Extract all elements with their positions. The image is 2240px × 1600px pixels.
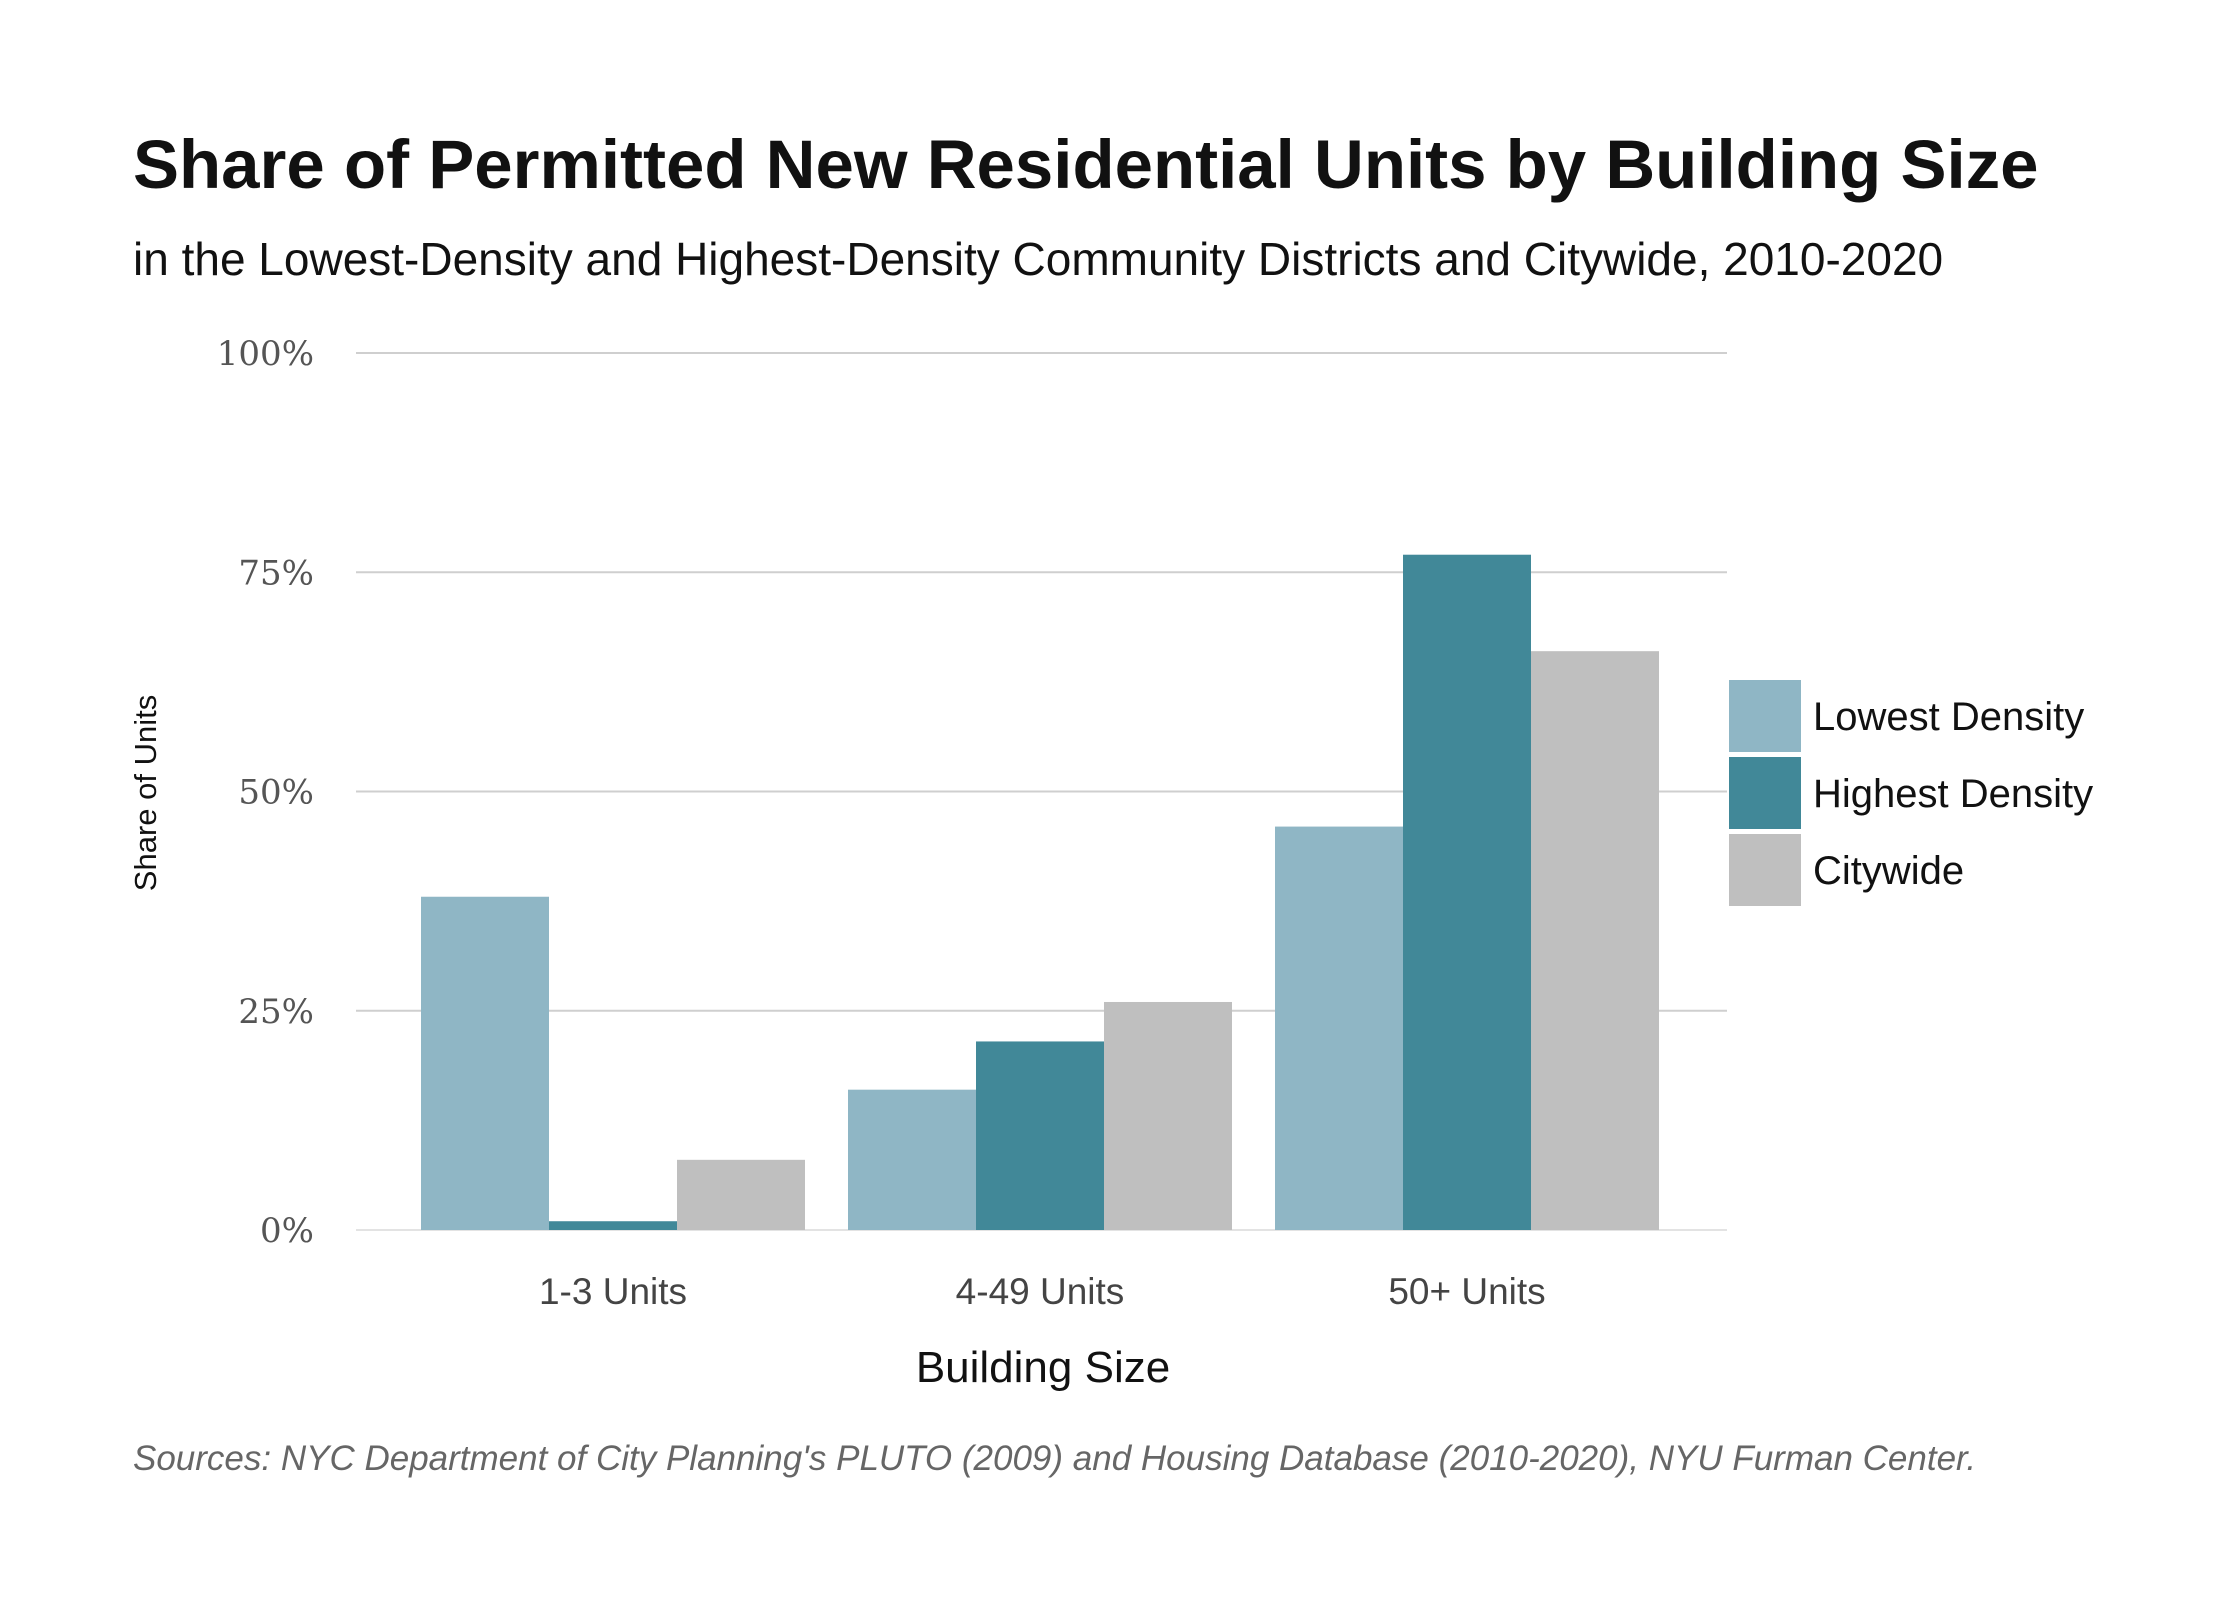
- legend-label: Citywide: [1813, 849, 1964, 893]
- bar-highest-density: [549, 1221, 677, 1230]
- bar-citywide: [1531, 651, 1659, 1230]
- x-tick-label: 50+ Units: [1388, 1271, 1545, 1312]
- bar-highest-density: [1403, 554, 1531, 1230]
- x-tick-label: 4-49 Units: [956, 1271, 1125, 1312]
- chart-title: Share of Permitted New Residential Units…: [133, 126, 2039, 203]
- y-axis-title: Share of Units: [128, 695, 163, 891]
- legend-swatch: [1729, 680, 1801, 752]
- x-axis-ticks: 1-3 Units 4-49 Units 50+ Units: [539, 1271, 1546, 1312]
- bar-citywide: [1104, 1001, 1232, 1230]
- bar-citywide: [677, 1159, 805, 1230]
- chart-subtitle: in the Lowest-Density and Highest-Densit…: [133, 233, 1943, 285]
- legend-label: Highest Density: [1813, 772, 2093, 816]
- source-note: Sources: NYC Department of City Planning…: [133, 1439, 1976, 1478]
- x-tick-label: 1-3 Units: [539, 1271, 687, 1312]
- x-axis-title: Building Size: [916, 1343, 1170, 1392]
- bars: [421, 554, 1659, 1230]
- y-tick-label: 0%: [260, 1211, 314, 1251]
- legend-swatch: [1729, 834, 1801, 906]
- bar-highest-density: [976, 1041, 1104, 1230]
- bar-lowest-density: [848, 1089, 976, 1230]
- y-tick-label: 100%: [217, 334, 314, 374]
- y-tick-label: 25%: [238, 992, 314, 1032]
- legend-swatch: [1729, 757, 1801, 829]
- legend-label: Lowest Density: [1813, 695, 2084, 739]
- y-axis-ticks: 0% 25% 50% 75% 100%: [217, 334, 314, 1251]
- bar-lowest-density: [421, 896, 549, 1230]
- bar-lowest-density: [1275, 826, 1403, 1230]
- y-tick-label: 50%: [238, 773, 314, 813]
- y-tick-label: 75%: [238, 553, 314, 593]
- legend: Lowest Density Highest Density Citywide: [1729, 680, 2093, 906]
